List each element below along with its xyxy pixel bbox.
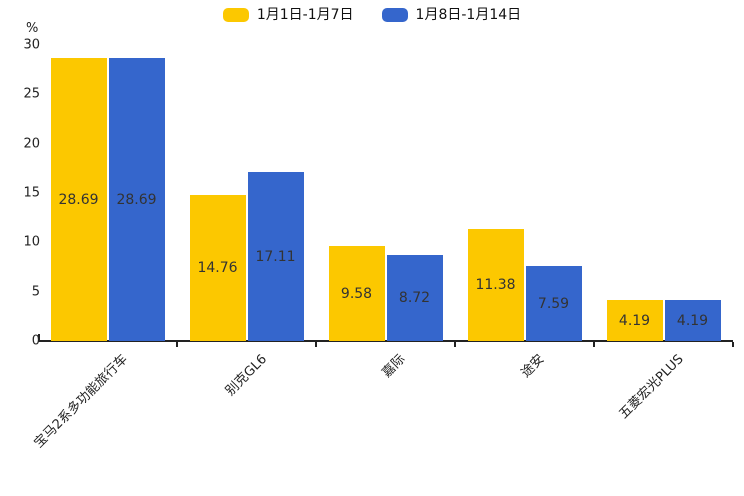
legend-item-series1[interactable]: 1月1日-1月7日 (222, 6, 354, 24)
bar-value-label: 28.69 (116, 191, 157, 208)
y-axis-tick-label: 25 (23, 86, 40, 102)
bar-value-label: 14.76 (197, 260, 238, 276)
bar-series2-cat5: 4.19 (664, 300, 721, 341)
legend-item-series2[interactable]: 1月8日-1月14日 (381, 6, 522, 24)
bar-series1-cat4: 11.38 (467, 229, 524, 341)
legend-label: 1月1日-1月7日 (256, 7, 354, 23)
bar-series1-cat3: 9.58 (328, 246, 385, 341)
y-axis-tick-label: 15 (23, 185, 40, 201)
bar-series2-cat3: 8.72 (386, 255, 443, 341)
legend: 1月1日-1月7日 1月8日-1月14日 (0, 6, 744, 24)
y-axis-tick-label: 5 (31, 284, 40, 300)
y-axis-tick-label: 20 (23, 136, 40, 152)
legend-swatch-icon (381, 8, 408, 22)
legend-swatch-icon (222, 8, 249, 22)
bar-value-label: 7.59 (537, 295, 570, 312)
x-axis-category-label: 五菱宏光PLUS (616, 351, 687, 422)
x-axis-tick (593, 342, 595, 347)
bar-series1-cat2: 14.76 (189, 195, 246, 341)
y-axis-unit-label: % (26, 21, 39, 36)
bar-value-label: 8.72 (398, 290, 431, 306)
bar-value-label: 4.19 (676, 312, 709, 329)
y-axis-tick-label: 10 (23, 234, 40, 250)
x-axis-tick (176, 342, 178, 347)
bar-value-label: 4.19 (618, 312, 651, 329)
x-axis-category-label: 宝马2系多功能旅行车 (31, 351, 131, 452)
bar-value-label: 11.38 (475, 277, 516, 293)
legend-label: 1月8日-1月14日 (415, 7, 522, 23)
x-axis-tick (732, 342, 734, 347)
y-axis-tick-label: 0 (31, 333, 40, 349)
bar-series1-cat5: 4.19 (606, 300, 663, 341)
x-axis-category-label: 途安 (518, 351, 548, 381)
x-axis-line (38, 340, 733, 342)
bar-series2-cat1: 28.69 (108, 58, 165, 341)
bar-series1-cat1: 28.69 (50, 58, 107, 341)
x-axis-end-tick (38, 334, 40, 340)
x-axis-category-label: 别克GL6 (222, 351, 270, 399)
bar-series2-cat4: 7.59 (525, 266, 582, 341)
bar-value-label: 9.58 (340, 285, 373, 302)
y-axis-tick-label: 30 (23, 37, 40, 53)
x-axis-tick (315, 342, 317, 347)
bar-value-label: 17.11 (255, 248, 296, 265)
bar-series2-cat2: 17.11 (247, 172, 304, 341)
x-axis-category-label: 嘉际 (379, 351, 409, 381)
bar-value-label: 28.69 (58, 191, 99, 208)
x-axis-tick (454, 342, 456, 347)
